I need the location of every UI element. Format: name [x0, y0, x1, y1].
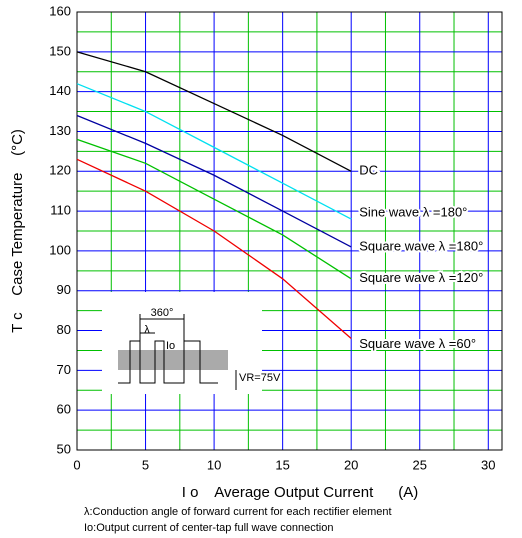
x-tick-label: 0	[73, 457, 80, 472]
series-label: Sine wave λ =180°	[359, 204, 467, 219]
y-axis-title: T c Case Temperature (°C)	[9, 129, 26, 333]
note: Io:Output current of center-tap full wav…	[84, 522, 333, 534]
y-tick-label: 110	[50, 203, 71, 218]
y-tick-label: 50	[57, 441, 71, 456]
y-tick-label: 70	[57, 362, 71, 377]
x-tick-label: 10	[207, 457, 221, 472]
series-label: Square wave λ =60°	[359, 336, 476, 351]
note: λ:Conduction angle of forward current fo…	[84, 506, 392, 518]
y-tick-label: 140	[49, 83, 71, 98]
y-tick-label: 90	[57, 282, 71, 297]
inset-label: 360°	[151, 307, 174, 319]
x-tick-label: 30	[481, 457, 495, 472]
series-label: Square wave λ =180°	[359, 238, 483, 253]
inset-label: λ	[144, 324, 150, 336]
series-line	[76, 138, 352, 280]
inset-band	[118, 350, 228, 370]
series-label: Square wave λ =120°	[359, 270, 483, 285]
series-line	[76, 51, 352, 172]
x-tick-label: 25	[413, 457, 427, 472]
y-tick-label: 130	[49, 123, 71, 138]
y-tick-label: 160	[49, 3, 71, 18]
x-axis-title: I o Average Output Current (A)	[182, 484, 419, 501]
y-tick-label: 120	[49, 163, 71, 178]
y-tick-label: 100	[49, 242, 71, 257]
plot-frame	[76, 11, 503, 451]
series-line	[76, 83, 352, 220]
inset-box	[102, 292, 262, 394]
waveform	[118, 340, 218, 384]
x-tick-label: 15	[275, 457, 289, 472]
y-tick-label: 60	[57, 402, 71, 417]
inset-label: VR=75V	[239, 372, 281, 384]
series-label: DC	[359, 163, 378, 178]
inset-diagram: 360° λ Io VR=75V	[102, 292, 281, 394]
x-tick-label: 5	[142, 457, 149, 472]
y-tick-label: 80	[57, 322, 71, 337]
series-line	[76, 158, 352, 339]
inset-label: Io	[166, 340, 175, 352]
y-tick-label: 150	[49, 43, 71, 58]
series-line	[76, 114, 352, 248]
x-tick-label: 20	[344, 457, 358, 472]
